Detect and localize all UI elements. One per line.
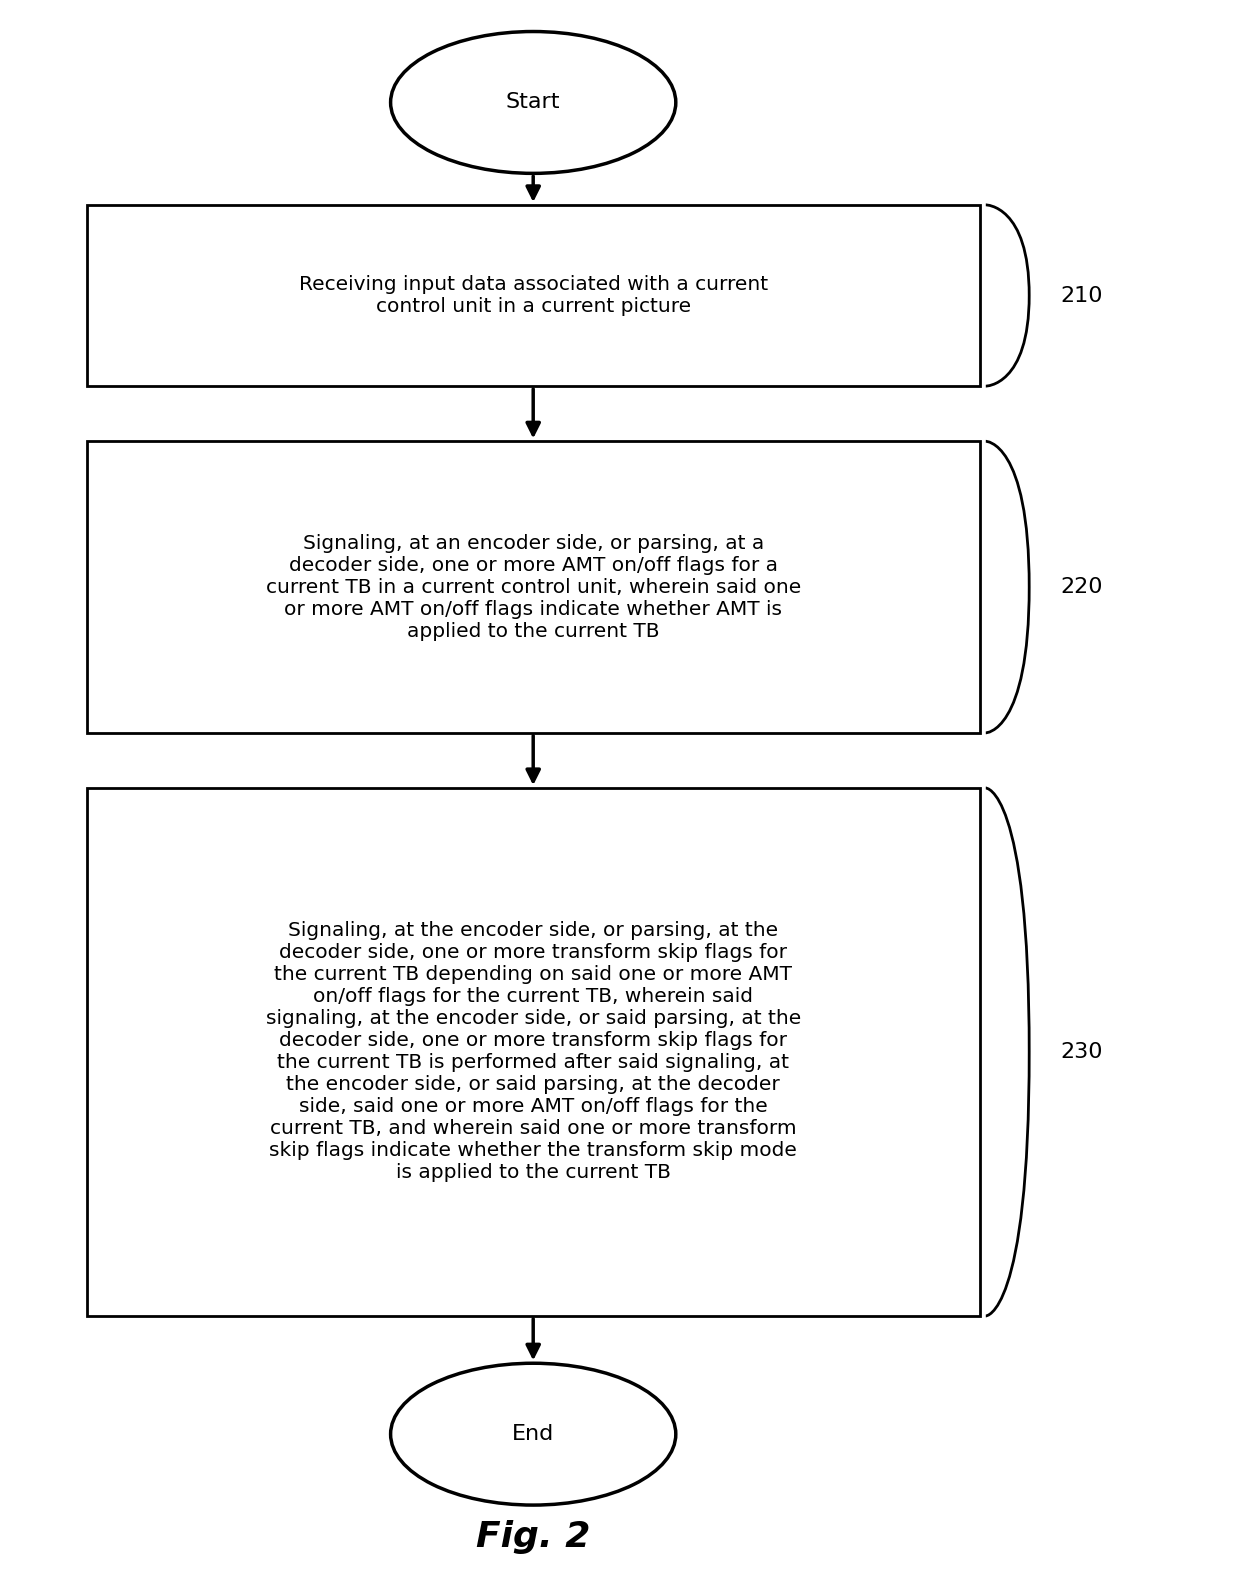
Text: Fig. 2: Fig. 2: [476, 1519, 590, 1554]
FancyBboxPatch shape: [87, 441, 980, 733]
Ellipse shape: [391, 32, 676, 173]
Text: Signaling, at an encoder side, or parsing, at a
decoder side, one or more AMT on: Signaling, at an encoder side, or parsin…: [265, 534, 801, 640]
Text: 220: 220: [1060, 577, 1102, 597]
FancyBboxPatch shape: [87, 788, 980, 1316]
Text: 210: 210: [1060, 285, 1102, 306]
Text: Start: Start: [506, 93, 560, 112]
Text: 230: 230: [1060, 1042, 1102, 1062]
Text: Receiving input data associated with a current
control unit in a current picture: Receiving input data associated with a c…: [299, 274, 768, 317]
FancyBboxPatch shape: [87, 205, 980, 386]
Text: End: End: [512, 1425, 554, 1444]
Ellipse shape: [391, 1363, 676, 1505]
Text: Signaling, at the encoder side, or parsing, at the
decoder side, one or more tra: Signaling, at the encoder side, or parsi…: [265, 922, 801, 1182]
